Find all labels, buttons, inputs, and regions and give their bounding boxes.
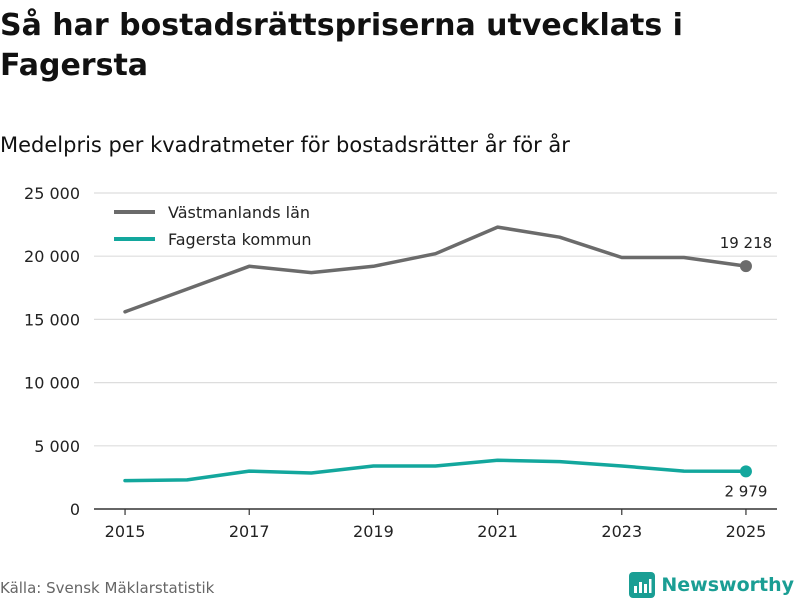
x-tick-label: 2015 — [105, 522, 146, 541]
x-tick-label: 2019 — [353, 522, 394, 541]
brand-logo: Newsworthy — [629, 569, 794, 601]
x-tick-label: 2017 — [229, 522, 270, 541]
y-tick-label: 0 — [70, 500, 80, 519]
y-tick-label: 10 000 — [24, 374, 80, 393]
source-note: Källa: Svensk Mäklarstatistik — [0, 579, 215, 597]
brand-name: Newsworthy — [661, 574, 794, 596]
legend-label-0: Västmanlands län — [168, 203, 310, 222]
series-end-marker-0 — [739, 260, 752, 273]
series-line-1 — [123, 458, 748, 483]
x-tick-label: 2025 — [726, 522, 767, 541]
legend-label-1: Fagersta kommun — [168, 230, 312, 249]
series-line-0 — [123, 225, 748, 314]
x-tick-label: 2021 — [477, 522, 518, 541]
series-end-label-1: 2 979 — [724, 482, 767, 500]
chart-title: Så har bostadsrättspriserna utvecklats i… — [0, 8, 683, 83]
y-tick-label: 15 000 — [24, 310, 80, 329]
x-tick-label: 2023 — [601, 522, 642, 541]
chart-subtitle: Medelpris per kvadratmeter för bostadsrä… — [0, 133, 570, 157]
y-tick-label: 20 000 — [24, 247, 80, 266]
series-end-label-0: 19 218 — [720, 234, 773, 252]
newsworthy-chart-icon — [629, 572, 656, 598]
series-end-marker-1 — [739, 465, 752, 478]
y-tick-label: 25 000 — [24, 184, 80, 203]
y-tick-label: 5 000 — [34, 437, 80, 456]
